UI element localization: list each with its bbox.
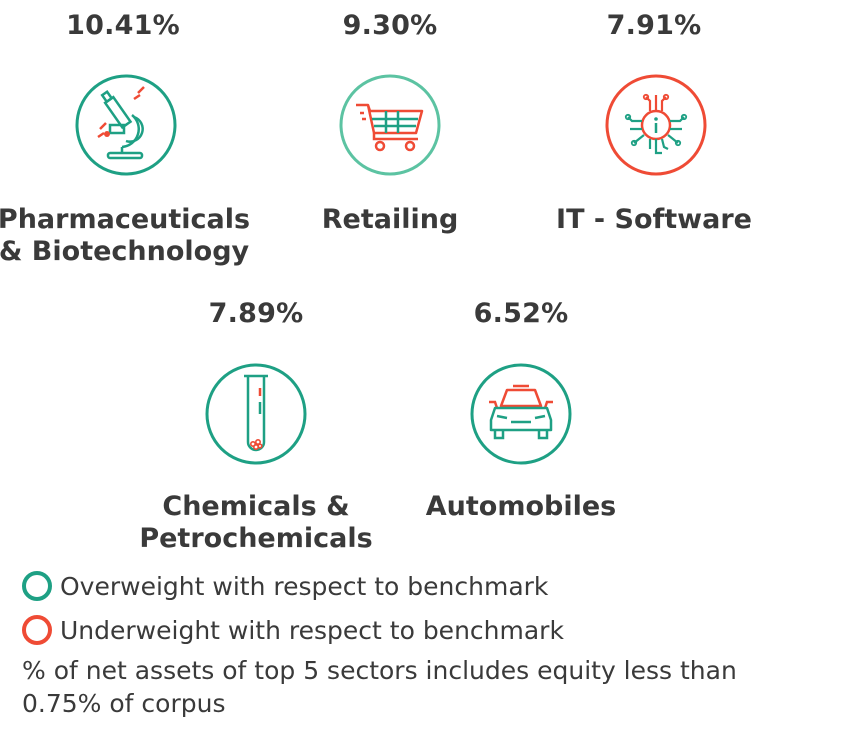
underweight-ring-icon	[22, 615, 52, 645]
sector-name: Chemicals & Petrochemicals	[139, 491, 372, 555]
legend-overweight: Overweight with respect to benchmark	[22, 571, 548, 601]
sector-percent: 6.52%	[473, 298, 569, 329]
legend-underweight: Underweight with respect to benchmark	[22, 615, 564, 645]
circuit-chip-icon	[604, 73, 708, 177]
sector-name: Automobiles	[426, 491, 616, 523]
legend-underweight-label: Underweight with respect to benchmark	[60, 615, 564, 645]
footnote: % of net assets of top 5 sectors include…	[22, 656, 737, 718]
car-icon	[469, 362, 573, 466]
sector-name-line1: IT - Software	[556, 204, 752, 235]
sector-name-line2: Petrochemicals	[139, 523, 373, 554]
sector-name-line1: Chemicals &	[162, 491, 350, 522]
sector-percent: 10.41%	[66, 10, 180, 41]
sector-name-line2: & Biotechnology	[0, 236, 250, 267]
microscope-icon	[74, 73, 178, 177]
sector-name: Pharmaceuticals & Biotechnology	[0, 204, 250, 268]
legend-overweight-label: Overweight with respect to benchmark	[60, 571, 549, 601]
sector-name: Retailing	[322, 204, 459, 236]
sector-percent: 7.89%	[208, 298, 304, 329]
shopping-cart-icon	[338, 73, 442, 177]
sector-percent: 7.91%	[606, 10, 702, 41]
test-tube-icon	[204, 362, 308, 466]
sector-name-line1: Pharmaceuticals	[0, 204, 251, 235]
sector-name-line1: Retailing	[321, 204, 459, 235]
sector-percent: 9.30%	[342, 10, 438, 41]
sector-name: IT - Software	[556, 204, 752, 236]
sector-name-line1: Automobiles	[425, 491, 617, 522]
overweight-ring-icon	[22, 571, 52, 601]
